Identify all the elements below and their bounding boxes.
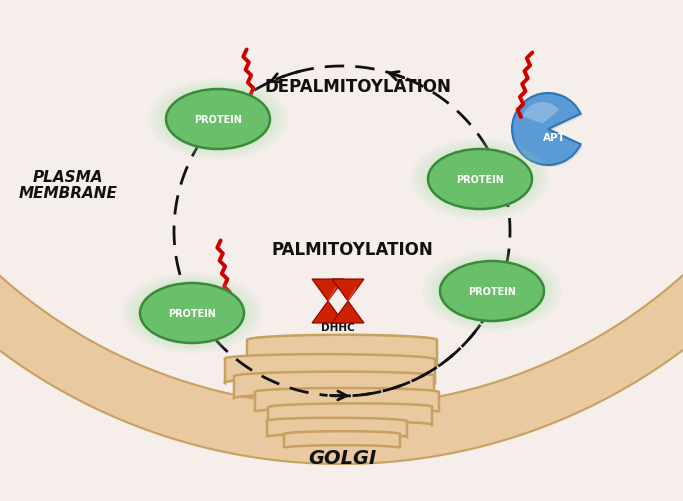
Ellipse shape — [166, 90, 270, 150]
Polygon shape — [247, 335, 437, 366]
Ellipse shape — [440, 262, 544, 321]
Ellipse shape — [456, 274, 507, 298]
Ellipse shape — [140, 284, 244, 343]
Polygon shape — [234, 372, 434, 398]
Ellipse shape — [155, 84, 281, 156]
Ellipse shape — [182, 102, 234, 126]
Ellipse shape — [421, 145, 540, 214]
Wedge shape — [522, 103, 559, 124]
Ellipse shape — [417, 143, 543, 216]
Text: PROTEIN: PROTEIN — [168, 309, 216, 318]
Ellipse shape — [443, 162, 496, 186]
Ellipse shape — [428, 150, 532, 209]
Polygon shape — [0, 111, 683, 464]
Ellipse shape — [133, 279, 251, 348]
Ellipse shape — [410, 139, 550, 220]
Text: PLASMA: PLASMA — [33, 169, 103, 184]
Ellipse shape — [163, 88, 274, 152]
Ellipse shape — [129, 277, 255, 350]
Ellipse shape — [152, 82, 285, 158]
Ellipse shape — [140, 284, 244, 343]
Text: MEMBRANE: MEMBRANE — [18, 186, 117, 201]
Polygon shape — [312, 280, 344, 302]
Polygon shape — [284, 431, 400, 448]
Text: PALMITOYLATION: PALMITOYLATION — [271, 240, 433, 259]
Polygon shape — [267, 418, 407, 437]
Ellipse shape — [428, 150, 532, 209]
Ellipse shape — [433, 258, 551, 326]
Ellipse shape — [424, 148, 535, 212]
Ellipse shape — [148, 79, 288, 160]
Polygon shape — [255, 388, 439, 412]
Polygon shape — [268, 404, 432, 425]
Text: PROTEIN: PROTEIN — [468, 287, 516, 297]
Ellipse shape — [158, 86, 277, 154]
Text: DHHC: DHHC — [321, 322, 355, 332]
Text: APT: APT — [542, 133, 566, 143]
Text: PROTEIN: PROTEIN — [456, 175, 504, 185]
Polygon shape — [332, 280, 364, 302]
Polygon shape — [332, 302, 364, 323]
Ellipse shape — [122, 273, 262, 354]
Polygon shape — [312, 302, 344, 323]
Ellipse shape — [422, 251, 562, 332]
Wedge shape — [512, 94, 581, 166]
Ellipse shape — [413, 141, 546, 218]
Ellipse shape — [426, 253, 559, 330]
Ellipse shape — [156, 296, 208, 319]
Ellipse shape — [166, 90, 270, 150]
Text: GOLGI: GOLGI — [308, 448, 376, 467]
Ellipse shape — [126, 275, 259, 352]
Wedge shape — [514, 96, 583, 168]
Text: PROTEIN: PROTEIN — [194, 115, 242, 125]
Ellipse shape — [137, 282, 248, 345]
Polygon shape — [225, 355, 435, 383]
Ellipse shape — [440, 262, 544, 321]
Ellipse shape — [429, 255, 555, 328]
Ellipse shape — [436, 260, 548, 324]
Text: DEPALMITOYLATION: DEPALMITOYLATION — [264, 78, 451, 96]
